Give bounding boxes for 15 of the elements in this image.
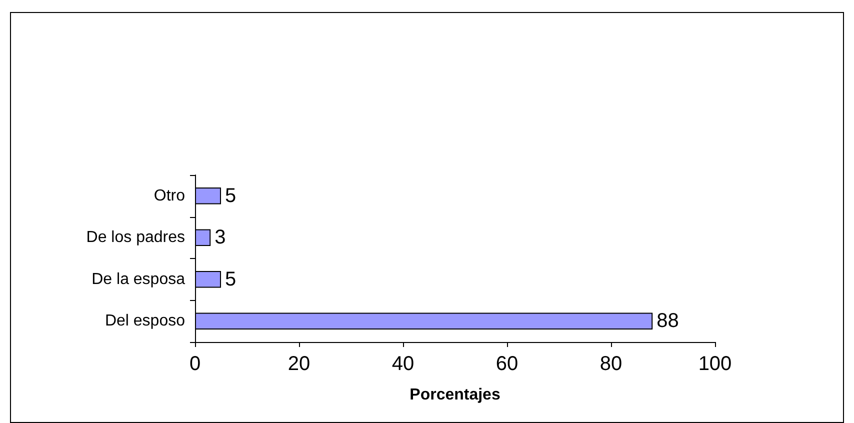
data-label: 5	[225, 184, 236, 207]
x-tick-label: 100	[698, 353, 732, 375]
y-tick-label: De la esposa	[92, 270, 186, 288]
y-tick-label: Del esposo	[104, 312, 186, 330]
data-label: 5	[225, 268, 236, 290]
x-tick-label: 40	[392, 353, 414, 375]
x-tick-label: 80	[600, 353, 622, 375]
x-tick-label: 0	[189, 353, 201, 375]
y-tick-label: Otro	[154, 187, 186, 204]
data-label: 88	[656, 310, 679, 332]
x-tick-label: 20	[288, 353, 310, 375]
x-axis-title: Porcentajes	[410, 386, 500, 404]
y-tick-label: De los padres	[86, 229, 185, 246]
x-tick-label: 60	[496, 353, 518, 375]
data-label: 3	[214, 226, 226, 249]
